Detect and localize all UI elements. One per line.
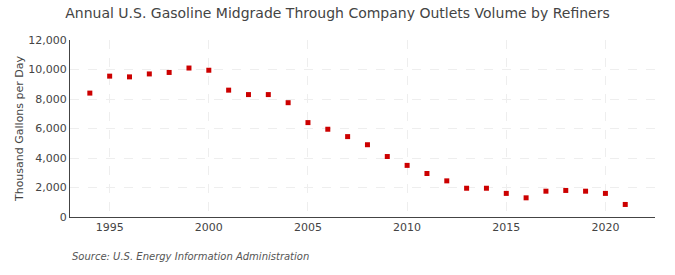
svg-text:4,000: 4,000 [35, 152, 67, 165]
svg-text:12,000: 12,000 [28, 34, 67, 47]
svg-text:Thousand Gallons per Day: Thousand Gallons per Day [13, 55, 26, 202]
svg-text:2015: 2015 [492, 221, 520, 234]
svg-text:2020: 2020 [591, 221, 619, 234]
svg-text:2,000: 2,000 [35, 181, 67, 194]
svg-text:Source: U.S. Energy Informatio: Source: U.S. Energy Information Administ… [72, 251, 309, 262]
svg-text:Annual U.S. Gasoline Midgrade: Annual U.S. Gasoline Midgrade Through Co… [65, 5, 610, 21]
svg-text:1995: 1995 [96, 221, 124, 234]
svg-text:10,000: 10,000 [28, 63, 67, 76]
svg-text:2000: 2000 [195, 221, 223, 234]
svg-text:6,000: 6,000 [35, 122, 67, 135]
svg-text:2010: 2010 [393, 221, 421, 234]
svg-text:0: 0 [60, 211, 67, 224]
svg-text:8,000: 8,000 [35, 93, 67, 106]
svg-text:2005: 2005 [294, 221, 322, 234]
